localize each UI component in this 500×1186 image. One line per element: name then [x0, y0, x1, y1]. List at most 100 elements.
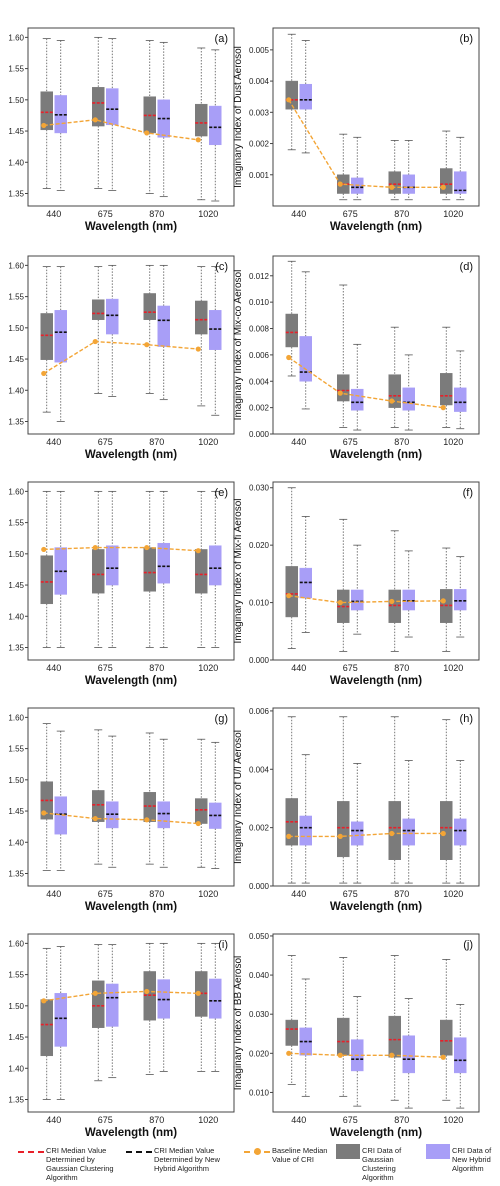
baseline-point [144, 544, 150, 551]
x-tick-label: 675 [98, 209, 113, 219]
y-tick-label: 0.008 [249, 325, 270, 334]
hybrid-box [54, 993, 67, 1047]
baseline-point [440, 830, 446, 837]
gaussian-box [337, 1017, 350, 1056]
baseline-point [195, 990, 201, 996]
x-tick-label: 675 [98, 663, 113, 673]
baseline-point [41, 546, 47, 553]
panel-letter: (e) [215, 487, 228, 499]
hybrid-box [351, 388, 364, 411]
baseline-point [389, 598, 395, 605]
baseline-point [92, 338, 98, 345]
y-axis-label: Imaginary Index of Mix-co Aerosol [233, 270, 244, 421]
hybrid-box [351, 821, 364, 846]
y-tick-label: 0.040 [249, 971, 270, 980]
legend-hybrid-median-label: CRI Median Value Determined by New Hybri… [154, 1146, 220, 1173]
y-tick-label: 1.60 [8, 487, 24, 496]
gaussian-box [40, 91, 53, 131]
x-tick-label: 1020 [443, 1115, 463, 1125]
hybrid-box [209, 105, 222, 146]
x-axis-label: Wavelength (nm) [85, 901, 177, 913]
legend-gaussian-median-label: CRI Median Value Determined by Gaussian … [46, 1146, 114, 1182]
x-tick-label: 1020 [443, 437, 463, 447]
panel-letter: (g) [215, 713, 228, 725]
gaussian-box [440, 1019, 453, 1056]
baseline-point [286, 97, 292, 103]
hybrid-box [106, 983, 119, 1027]
gaussian-box [388, 171, 401, 194]
hybrid-box [454, 818, 467, 846]
gaussian-box [40, 999, 53, 1057]
baseline-point [41, 122, 47, 129]
y-tick-label: 0.012 [249, 272, 270, 281]
y-tick-label: 1.50 [8, 550, 24, 559]
y-tick-label: 0.010 [249, 599, 270, 608]
panel-d: 0.000 0.002 0.004 0.006 0.008 0.010 0.012 440 67… [233, 255, 480, 461]
y-tick-label: 1.45 [8, 1033, 24, 1042]
baseline-point [440, 184, 446, 190]
x-tick-label: 870 [394, 663, 409, 673]
baseline-point [440, 405, 446, 411]
gaussian-box [92, 980, 105, 1028]
y-tick-label: 1.35 [8, 418, 24, 427]
baseline-point [389, 398, 395, 404]
y-tick-label: 0.000 [249, 430, 270, 439]
x-tick-label: 1020 [198, 889, 218, 899]
x-tick-label: 440 [46, 437, 61, 447]
hybrid-box [157, 305, 170, 347]
panel-j: 0.010 0.020 0.030 0.040 0.050 440 675 870 1020 (j… [233, 932, 480, 1139]
baseline-point [195, 137, 201, 143]
hybrid-box [351, 589, 364, 611]
legend-baseline-label: Baseline Median Value of CRI [272, 1146, 328, 1164]
baseline-point [337, 181, 343, 187]
legend-hybrid-median-swatch [126, 1151, 152, 1153]
hybrid-box [402, 1035, 415, 1074]
x-tick-label: 440 [291, 663, 306, 673]
y-tick-label: 0.002 [249, 404, 270, 413]
x-tick-label: 1020 [198, 437, 218, 447]
y-tick-label: 0.000 [249, 656, 270, 665]
gaussian-box [440, 168, 453, 194]
y-tick-label: 0.001 [249, 171, 270, 180]
gaussian-box [143, 547, 156, 592]
y-axis-label: Imaginary Index of BB Aerosol [233, 956, 244, 1091]
panel-g: 1.35 1.40 1.45 1.50 1.55 1.60 440 675 870 1020 (g)… [8, 707, 235, 913]
baseline-point [195, 820, 201, 827]
gaussian-box [440, 373, 453, 406]
panel-letter: (d) [460, 261, 473, 273]
x-axis-label: Wavelength (nm) [85, 675, 177, 687]
y-tick-label: 1.40 [8, 838, 24, 847]
x-tick-label: 440 [291, 209, 306, 219]
baseline-point [337, 390, 343, 396]
panel-letter: (j) [463, 939, 473, 951]
x-tick-label: 870 [149, 209, 164, 219]
x-tick-label: 675 [343, 889, 358, 899]
panel-h: 0.000 0.002 0.004 0.006 440 675 870 1020 (h) Wave… [233, 707, 480, 913]
hybrid-box [402, 174, 415, 194]
panel-letter: (a) [215, 33, 228, 45]
baseline-line [43, 990, 199, 1002]
x-axis-label: Wavelength (nm) [330, 675, 422, 687]
x-tick-label: 675 [343, 209, 358, 219]
baseline-point [389, 830, 395, 837]
hybrid-box [209, 310, 222, 350]
baseline-line [288, 1052, 444, 1058]
y-tick-label: 1.45 [8, 581, 24, 590]
gaussian-box [92, 549, 105, 594]
gaussian-box [195, 549, 208, 594]
hybrid-box [299, 83, 312, 110]
hybrid-box [106, 545, 119, 586]
y-tick-label: 0.020 [249, 1049, 270, 1058]
x-tick-label: 870 [149, 1115, 164, 1125]
baseline-line [43, 119, 199, 141]
x-tick-label: 675 [98, 889, 113, 899]
legend: CRI Median Value Determined by Gaussian … [0, 1142, 500, 1186]
hybrid-box [402, 589, 415, 611]
panel-i: 1.35 1.40 1.45 1.50 1.55 1.60 440 675 870 1020 (i)… [8, 933, 235, 1139]
y-tick-label: 1.60 [8, 713, 24, 722]
baseline-point [286, 1050, 292, 1056]
panel-letter: (b) [460, 33, 473, 45]
baseline-point [144, 130, 150, 136]
panel-letter: (c) [215, 261, 228, 273]
baseline-point [41, 998, 47, 1004]
